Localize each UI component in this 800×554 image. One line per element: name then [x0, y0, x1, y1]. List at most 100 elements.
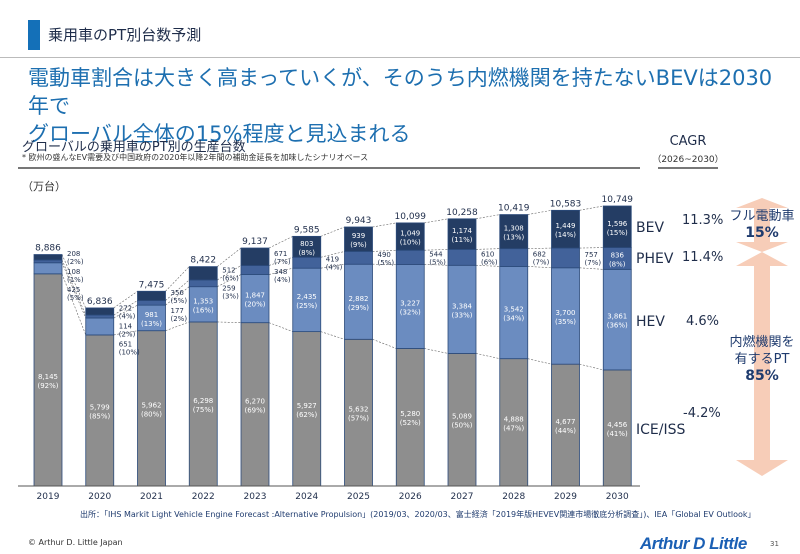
- legend-phev: PHEV: [636, 251, 674, 267]
- data-label-value: 1,174: [452, 227, 473, 235]
- data-label-percent: (4%): [274, 276, 291, 284]
- bar-hev-2029: [551, 267, 580, 365]
- legend-bev: BEV: [636, 220, 665, 236]
- data-label-percent: (52%): [400, 419, 421, 427]
- data-label-value: 671: [274, 250, 287, 258]
- data-label-value: 981: [145, 311, 158, 319]
- total-label-2029: 10,583: [550, 199, 582, 209]
- bar-hev-2020: [85, 317, 115, 336]
- title-accent-bar: [28, 20, 40, 50]
- data-label-value: 3,861: [607, 313, 627, 321]
- bar-phev-2025: [344, 251, 373, 265]
- total-label-2025: 9,943: [346, 216, 372, 226]
- connector-line: [113, 304, 138, 319]
- x-tick-2023: 2023: [244, 492, 267, 502]
- bar-hev-2025: [344, 263, 373, 340]
- connector-line: [475, 353, 500, 359]
- data-label-percent: (13%): [503, 234, 524, 242]
- bar-bev-2026: [395, 222, 425, 251]
- data-label-value: 3,542: [504, 306, 524, 314]
- data-label-value: 3,700: [555, 309, 575, 317]
- data-label-percent: (62%): [296, 411, 317, 419]
- data-label-percent: (5%): [67, 294, 84, 302]
- y-unit-label: （万台）: [22, 180, 66, 193]
- bar-ice-iss-2024: [292, 331, 322, 487]
- connector-line: [527, 247, 552, 249]
- data-label-percent: (1%): [67, 276, 84, 284]
- data-label-percent: (80%): [141, 410, 162, 418]
- data-label-percent: (3%): [222, 292, 239, 300]
- legend-hev: HEV: [636, 314, 665, 330]
- data-label-percent: (6%): [222, 274, 239, 282]
- bar-bev-2019: [33, 254, 63, 261]
- bar-bev-2030: [602, 205, 632, 248]
- bar-ice-iss-2027: [447, 353, 477, 487]
- bar-hev-2021: [137, 304, 166, 332]
- data-label-percent: (47%): [503, 424, 524, 432]
- data-label-percent: (36%): [607, 322, 628, 330]
- connector-line: [320, 226, 345, 237]
- data-label-percent: (2%): [171, 315, 188, 323]
- data-label-value: 2,435: [297, 293, 317, 301]
- data-label-percent: (4%): [326, 264, 343, 272]
- connector-line: [61, 273, 87, 336]
- connector-line: [165, 321, 190, 331]
- company-logo: Arthur D Little: [640, 534, 747, 553]
- bar-phev-2024: [292, 256, 322, 269]
- data-label-value: 272: [119, 304, 132, 312]
- connector-line: [268, 256, 293, 266]
- data-label-percent: (9%): [350, 241, 367, 249]
- data-label-percent: (8%): [298, 249, 315, 257]
- connector-line: [424, 249, 449, 251]
- data-label-percent: (50%): [451, 422, 472, 430]
- ice-pt-label-2: 有するPT: [734, 352, 790, 367]
- connector-line: [527, 358, 552, 365]
- x-tick-2029: 2029: [554, 492, 577, 502]
- total-label-2027: 10,258: [446, 208, 478, 218]
- bar-hev-2027: [447, 264, 477, 354]
- data-label-percent: (20%): [244, 301, 265, 309]
- full-ev-share: 15%: [745, 225, 779, 241]
- share-arrows: [736, 198, 788, 476]
- x-tick-2019: 2019: [37, 492, 60, 502]
- bar-phev-2023: [240, 265, 270, 275]
- data-label-percent: (10%): [400, 239, 421, 247]
- connector-line: [372, 222, 397, 228]
- bar-phev-2028: [499, 248, 529, 267]
- connector-lines: [61, 205, 604, 371]
- total-label-2020: 6,836: [87, 297, 113, 307]
- connector-line: [320, 251, 345, 258]
- data-label-value: 114: [119, 322, 133, 330]
- connector-line: [372, 249, 397, 252]
- connector-line: [579, 205, 604, 211]
- data-label-value: 1,308: [504, 225, 524, 233]
- data-label-percent: (85%): [89, 412, 110, 420]
- bar-ice-iss-2019: [33, 273, 63, 487]
- data-label-percent: (32%): [400, 308, 421, 316]
- data-label-value: 3,227: [400, 299, 420, 307]
- connector-line: [113, 291, 138, 309]
- connector-line: [113, 300, 138, 316]
- data-label-percent: (29%): [348, 304, 369, 312]
- bar-bev-2029: [551, 209, 580, 249]
- x-tick-2028: 2028: [502, 492, 525, 502]
- data-label-value: 4,677: [555, 418, 575, 426]
- bar-phev-2029: [551, 247, 580, 269]
- data-label-percent: (10%): [119, 348, 140, 356]
- bar-hev-2024: [292, 267, 322, 333]
- bar-ice-iss-2023: [240, 322, 270, 487]
- data-label-value: 5,927: [297, 402, 317, 410]
- bar-bev-2027: [447, 218, 477, 250]
- data-label-percent: (41%): [607, 430, 628, 438]
- connector-line: [579, 363, 604, 371]
- headline-line-2: グローバル全体の15%程度と見込まれる: [28, 122, 411, 146]
- data-label-percent: (35%): [555, 318, 576, 326]
- connector-line: [61, 259, 87, 316]
- data-label-percent: (7%): [533, 259, 550, 267]
- x-tick-2025: 2025: [347, 492, 370, 502]
- data-label-percent: (11%): [451, 236, 472, 244]
- source-note: 出所：「IHS Markit Light Vehicle Engine Fore…: [80, 510, 756, 519]
- connector-line: [424, 264, 449, 266]
- data-label-value: 5,799: [90, 403, 110, 411]
- data-label-percent: (25%): [296, 302, 317, 310]
